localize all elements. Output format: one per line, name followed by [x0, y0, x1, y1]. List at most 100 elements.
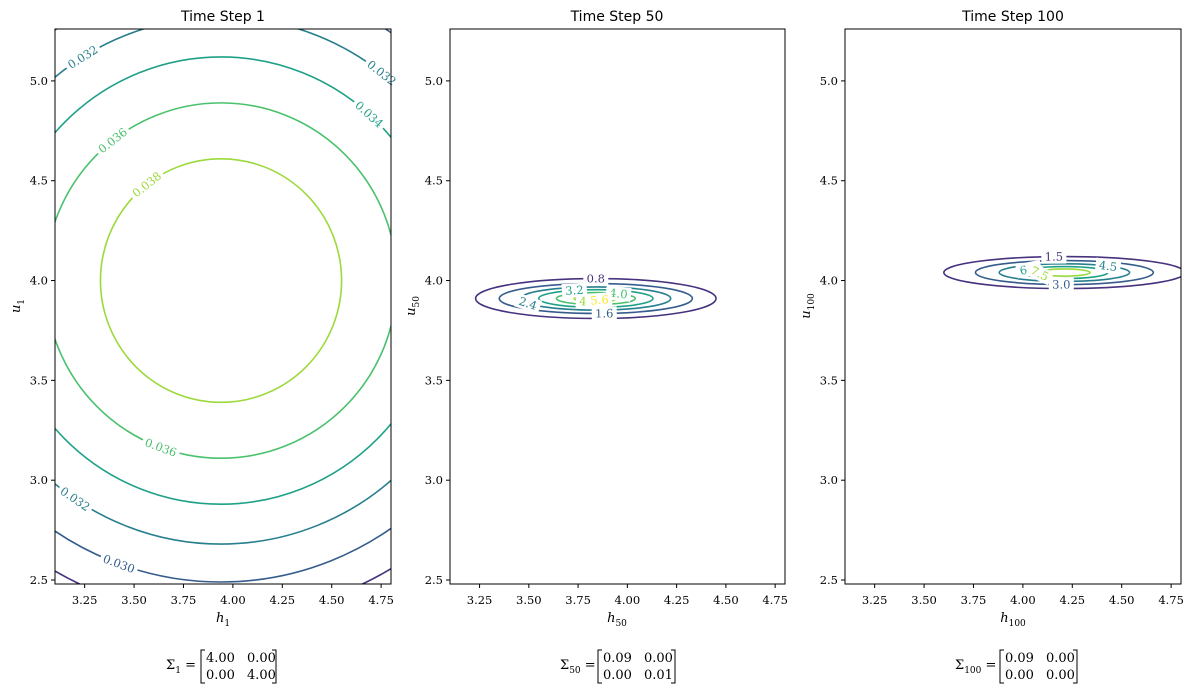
y-tick-label: 3.0 [30, 473, 48, 487]
y-ticks: 2.5 3.0 3.5 4.0 4.5 5.0 [820, 74, 845, 587]
x-tick-label: 4.50 [319, 593, 345, 607]
matrix-cell: 0.09 [1005, 651, 1034, 666]
matrix-right-bracket [272, 649, 277, 684]
covariance-matrix: Σ50 = 0.09 0.00 0.00 0.01 [560, 649, 676, 684]
matrix-cell: 0.00 [1046, 668, 1075, 683]
x-tick-label: 4.00 [1010, 593, 1036, 607]
x-tick-label: 4.00 [220, 593, 246, 607]
x-tick-label: 4.00 [615, 593, 641, 607]
svg-text:1.6: 1.6 [595, 306, 613, 320]
contour-label: 1.5 [1041, 249, 1067, 264]
y-tick-label: 2.5 [30, 573, 48, 587]
contour-label: 3.0 [1048, 277, 1074, 292]
contour-line-0.028 [55, 567, 391, 584]
y-tick-label: 5.0 [30, 74, 48, 88]
matrix-cell: 0.00 [247, 651, 276, 666]
contour-label: 0.036 [140, 434, 182, 461]
y-tick-label: 5.0 [820, 74, 838, 88]
x-ticks: 3.25 3.50 3.75 4.00 4.25 4.50 4.75 [72, 584, 394, 607]
contour-labels: 0.81.62.43.24.04.85.6 [513, 271, 632, 321]
y-ticks: 2.5 3.0 3.5 4.0 4.5 5.0 [30, 74, 55, 587]
svg-text:0.8: 0.8 [587, 272, 605, 286]
contour-label: 2.4 [513, 292, 543, 314]
matrix-left-bracket [200, 649, 205, 684]
contour-label: 4.5 [1094, 257, 1122, 275]
panel-title: Time Step 50 [570, 9, 664, 25]
contour-label: 5.6 [586, 292, 613, 308]
matrix-right-bracket [671, 649, 676, 684]
contour-label: 0.8 [583, 271, 609, 286]
y-axis-label: u1 [9, 299, 27, 313]
svg-text:0.032: 0.032 [364, 57, 399, 88]
contour-line-0.038 [99, 157, 343, 404]
matrix-symbol: Σ1 = [166, 658, 196, 676]
svg-text:0.038: 0.038 [130, 169, 165, 200]
svg-text:1.5: 1.5 [1045, 250, 1063, 264]
x-tick-label: 4.50 [1109, 593, 1135, 607]
svg-text:4.5: 4.5 [1098, 258, 1118, 274]
panel-title: Time Step 1 [180, 9, 265, 25]
matrix-cell: 0.01 [644, 668, 673, 683]
plot-frame [449, 28, 786, 585]
matrix-cell: 4.00 [247, 668, 276, 683]
y-tick-label: 4.0 [425, 274, 443, 288]
matrix-left-bracket [999, 649, 1004, 684]
x-axis-label: h100 [1000, 611, 1026, 629]
covariance-matrix: Σ1 = 4.00 0.00 0.00 4.00 [166, 649, 277, 684]
y-tick-label: 4.0 [820, 274, 838, 288]
x-tick-label: 3.50 [121, 593, 147, 607]
svg-text:0.032: 0.032 [65, 42, 100, 71]
svg-text:0.036: 0.036 [95, 125, 130, 156]
contour-line-0.036 [55, 102, 391, 459]
x-tick-label: 3.25 [72, 593, 98, 607]
x-tick-label: 4.25 [269, 593, 295, 607]
matrix-cell: 0.00 [1046, 651, 1075, 666]
matrix-left-bracket [597, 649, 602, 684]
contour-line-0.032 [55, 29, 391, 545]
y-tick-label: 3.5 [425, 373, 443, 387]
contour-label: 0.032 [362, 55, 402, 91]
y-tick-label: 4.5 [425, 174, 443, 188]
svg-text:3.2: 3.2 [565, 283, 584, 298]
matrix-cell: 0.00 [603, 668, 632, 683]
contour-lines [55, 29, 391, 584]
covariance-matrix: Σ100 = 0.09 0.00 0.00 0.00 [955, 649, 1078, 684]
contour-label: 0.032 [62, 40, 103, 74]
contour-line-0.034 [55, 56, 391, 505]
x-tick-label: 4.50 [713, 593, 739, 607]
y-axis-label: u50 [404, 296, 422, 316]
x-tick-label: 3.25 [862, 593, 888, 607]
matrix-cell: 0.09 [603, 651, 632, 666]
contour-label: 0.034 [350, 96, 389, 133]
svg-text:0.036: 0.036 [143, 435, 179, 460]
panel-time-step-100: Time Step 100 1.53.04.56.07.5 3.253.503.… [799, 9, 1184, 684]
x-tick-label: 4.25 [664, 593, 690, 607]
contour-line-0.03 [55, 29, 391, 583]
y-tick-label: 3.0 [820, 473, 838, 487]
y-tick-label: 3.5 [30, 373, 48, 387]
x-axis-label: h50 [607, 611, 627, 629]
svg-text:0.032: 0.032 [58, 484, 93, 514]
y-tick-label: 4.5 [30, 174, 48, 188]
x-tick-label: 3.50 [516, 593, 542, 607]
panel-time-step-50: Time Step 50 0.81.62.43.24.04.85.6 3.253… [404, 9, 788, 684]
svg-text:3.0: 3.0 [1052, 277, 1070, 291]
contour-label: 0.038 [127, 167, 167, 203]
svg-text:5.6: 5.6 [590, 292, 609, 307]
y-tick-label: 2.5 [820, 573, 838, 587]
contour-label: 3.2 [561, 282, 588, 299]
x-tick-label: 4.25 [1059, 593, 1085, 607]
panel-time-step-1: Time Step 1 0.0380.0360.0360.0340.0320.0… [9, 9, 402, 684]
svg-text:2.4: 2.4 [517, 294, 539, 313]
x-tick-label: 4.75 [368, 593, 394, 607]
y-tick-label: 4.5 [820, 174, 838, 188]
x-tick-label: 4.75 [1158, 593, 1184, 607]
contour-label: 0.036 [93, 122, 133, 159]
matrix-cell: 0.00 [206, 668, 235, 683]
contour-label: 0.032 [55, 482, 96, 516]
x-axis-label: h1 [216, 611, 230, 629]
contour-label: 0.030 [98, 550, 140, 578]
y-tick-label: 3.0 [425, 473, 443, 487]
